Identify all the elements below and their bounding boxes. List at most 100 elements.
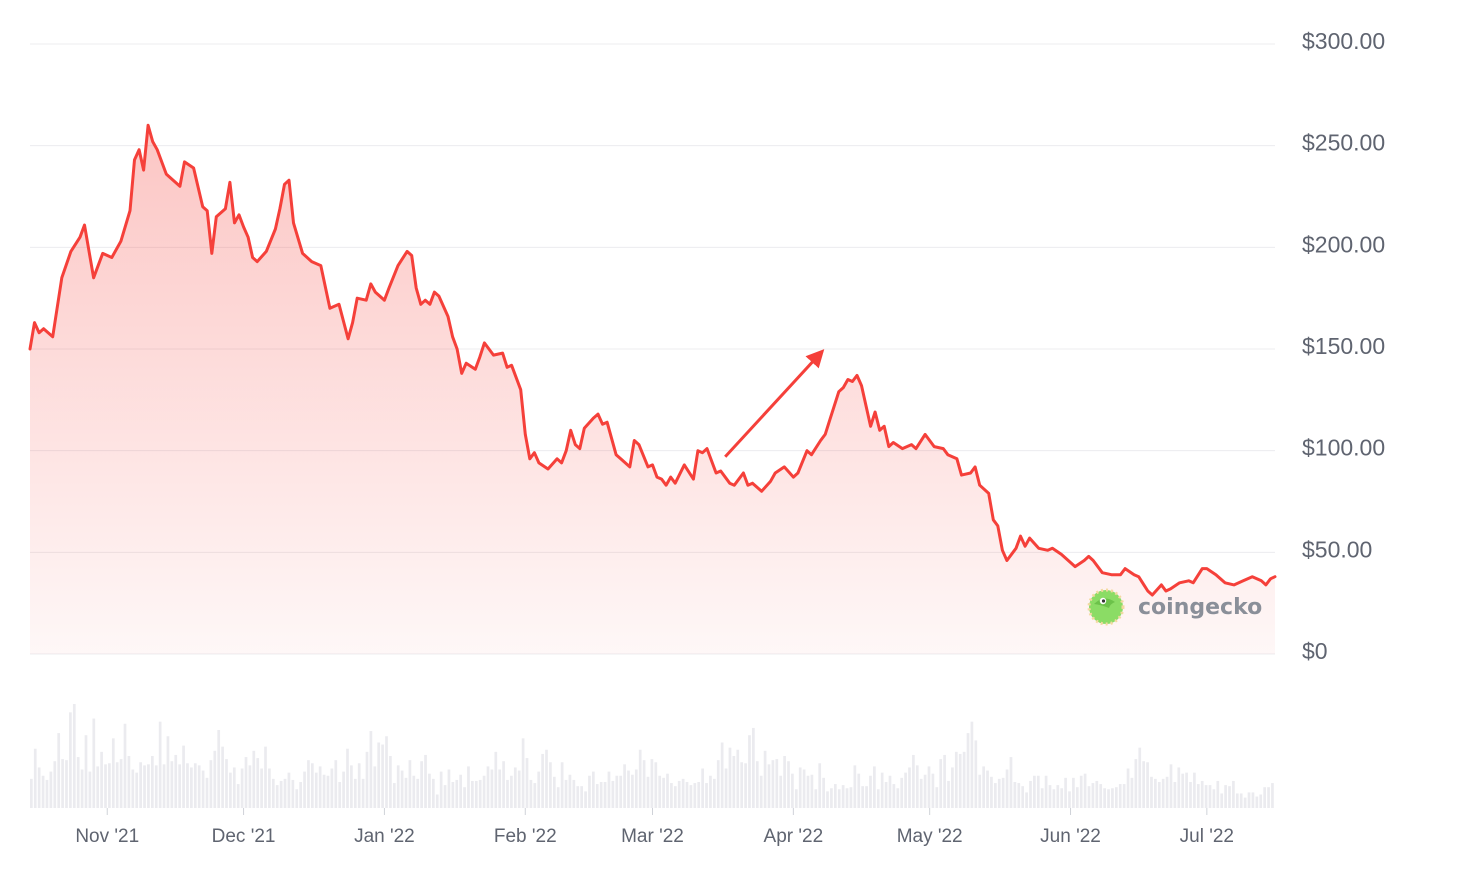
volume-bar <box>353 778 357 808</box>
volume-bar <box>30 778 33 808</box>
volume-bars <box>30 704 1274 808</box>
volume-bar <box>1111 788 1114 808</box>
volume-bar <box>978 774 982 808</box>
volume-bar <box>1114 787 1118 808</box>
volume-bar <box>791 773 794 808</box>
volume-bar <box>1204 785 1208 808</box>
volume-bar <box>400 770 404 808</box>
volume-bar <box>412 775 416 808</box>
y-tick-label: $300.00 <box>1302 28 1385 54</box>
volume-bar <box>389 756 392 808</box>
volume-bar <box>1126 768 1130 808</box>
volume-bar <box>502 761 505 808</box>
annotation-arrow <box>724 349 825 458</box>
volume-bar <box>1107 789 1110 808</box>
volume-bar <box>908 767 911 808</box>
volume-bar <box>1079 775 1083 808</box>
volume-bar <box>1091 783 1095 808</box>
volume-bar <box>342 771 345 808</box>
volume-bar <box>76 757 80 808</box>
volume-bar <box>1232 780 1235 808</box>
y-tick-label: $50.00 <box>1302 536 1372 562</box>
volume-bar <box>1118 784 1122 808</box>
volume-bar <box>197 765 201 808</box>
volume-bar <box>318 766 322 808</box>
volume-bar <box>584 791 587 808</box>
coingecko-watermark: coingecko <box>1087 588 1262 626</box>
volume-bar <box>1083 773 1087 808</box>
volume-bar <box>880 772 884 808</box>
volume-bar <box>1200 780 1204 808</box>
volume-bar <box>459 774 463 808</box>
volume-bar <box>236 784 240 808</box>
volume-bar <box>623 764 626 808</box>
volume-bar <box>162 764 166 808</box>
volume-bar <box>443 785 447 808</box>
volume-bar <box>689 785 693 808</box>
volume-bar <box>392 783 396 808</box>
volume-bar <box>580 786 584 808</box>
volume-bar <box>1169 764 1173 808</box>
volume-bar <box>810 774 814 808</box>
volume-bar <box>900 777 904 808</box>
volume-bar <box>439 771 443 808</box>
volume-bar <box>588 775 591 808</box>
volume-bar <box>873 766 876 808</box>
volume-bar <box>545 749 548 808</box>
volume-bar <box>904 772 907 808</box>
volume-bar <box>564 779 568 808</box>
volume-bar <box>728 747 732 808</box>
volume-bar <box>100 751 103 808</box>
volume-bar <box>1001 777 1005 808</box>
y-tick-label: $0 <box>1302 638 1328 664</box>
volume-bar <box>377 742 381 808</box>
volume-bar <box>1005 769 1009 808</box>
y-tick-label: $200.00 <box>1302 231 1385 257</box>
volume-bar <box>369 731 373 808</box>
volume-bar <box>45 779 49 808</box>
volume-bar <box>748 735 751 808</box>
volume-bar <box>841 785 845 808</box>
volume-bar <box>408 760 412 808</box>
volume-bar <box>1212 789 1216 808</box>
volume-bar <box>1185 772 1188 808</box>
volume-bar <box>638 749 642 808</box>
volume-bar <box>365 751 369 808</box>
volume-bar <box>57 733 61 808</box>
volume-bar <box>61 759 64 808</box>
volume-bar <box>80 769 84 808</box>
volume-bar <box>1161 778 1165 808</box>
volume-bar <box>88 771 92 808</box>
volume-bar <box>1271 783 1274 808</box>
volume-bar <box>853 765 857 808</box>
volume-bar <box>935 787 939 808</box>
volume-bar <box>521 738 525 808</box>
volume-bar <box>361 778 365 808</box>
volume-bar <box>424 754 427 808</box>
volume-bar <box>576 786 580 808</box>
volume-bar <box>1095 780 1099 808</box>
volume-bar <box>732 756 736 808</box>
volume-bar <box>752 727 755 808</box>
volume-bar <box>334 760 338 808</box>
volume-bar <box>958 753 962 808</box>
volume-bar <box>303 771 306 808</box>
volume-bar <box>1189 782 1192 808</box>
volume-bar <box>1150 776 1153 808</box>
volume-bar <box>170 761 174 808</box>
volume-bar <box>869 775 872 808</box>
volume-bar <box>1013 782 1017 808</box>
volume-bar <box>217 730 221 808</box>
volume-bar <box>96 766 100 808</box>
volume-bar <box>923 774 927 808</box>
volume-bar <box>1064 777 1067 808</box>
volume-bar <box>373 766 377 808</box>
volume-bar <box>1208 785 1212 808</box>
x-tick-label: Jan '22 <box>354 826 415 847</box>
volume-bar <box>627 770 630 808</box>
volume-bar <box>912 754 915 808</box>
volume-bar <box>182 745 185 808</box>
volume-bar <box>49 771 53 808</box>
volume-bar <box>1228 786 1231 808</box>
volume-bar <box>712 778 716 808</box>
